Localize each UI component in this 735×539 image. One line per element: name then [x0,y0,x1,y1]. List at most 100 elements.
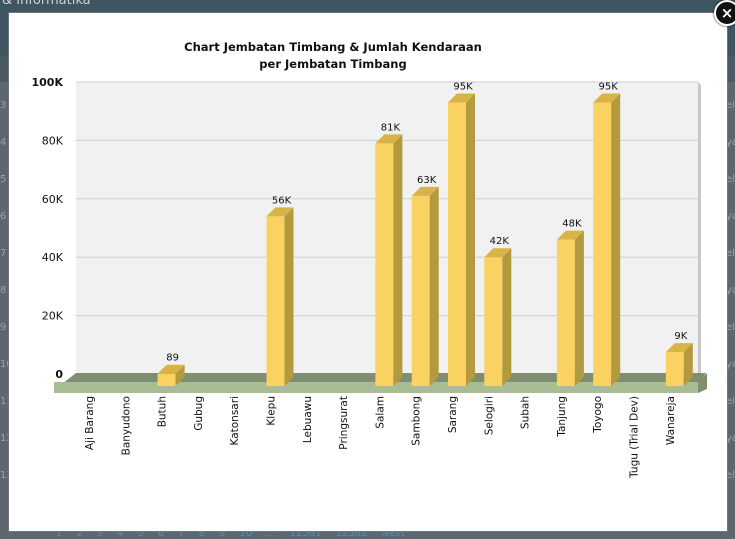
background-left-digit: 10 [0,359,13,370]
background-pager-link: Next [381,528,405,539]
x-tick-label: Gubug [193,396,205,431]
y-tick-label: 0 [55,368,63,381]
data-label: 42K [490,236,510,247]
background-right-text: el [726,174,735,185]
data-label: 56K [272,195,292,206]
plot-right-wall [698,82,701,374]
background-right-text: ya [726,433,735,444]
background-pager-link: 3 [96,528,104,539]
bar [157,373,176,386]
bar-top [157,364,185,374]
background-pager: 1 2 3 4 5 6 7 8 9 10... 12561 12562 Next [56,528,419,539]
bar-side [611,93,621,386]
background-right-text: el [726,100,735,111]
x-tick-label: Tugu (Trial Dev) [629,396,641,479]
bar-side [466,93,475,386]
bar-top [593,93,621,103]
bar [556,239,575,386]
data-label: 9K [674,331,687,342]
bar [593,102,612,386]
background-right-text: ya [726,359,735,370]
background-header-text: & Informatika [2,0,91,8]
background-right-text: ya [726,285,735,296]
bar [448,102,466,386]
chart: Chart Jembatan Timbang & Jumlah Kendaraa… [32,40,707,479]
background-right-column: el ya el ya el ya el ya el ya el [726,100,735,520]
bar-top [665,343,693,353]
background-left-digit: 6 [0,211,7,222]
bar [484,257,503,386]
x-tick-label: Subah [520,396,532,429]
x-tick-label: Sambong [411,396,423,446]
background-pager-link: 7 [178,528,185,539]
data-label: 95K [453,81,473,92]
bar-top [556,230,584,240]
data-label: 89 [166,353,179,364]
background-left-digit: 9 [0,322,7,333]
x-tick-label: Selogiri [483,396,495,435]
close-button[interactable]: × [714,0,735,26]
chart-floor-front [54,382,698,393]
x-tick-label: Klepu [266,396,278,426]
bar-top [448,93,475,103]
background-left-digit: 11 [0,396,13,407]
bar-top [375,134,403,144]
data-label: 63K [417,175,437,186]
bar [665,352,684,386]
x-tick-label: Sarang [447,396,459,433]
background-right-text: el [726,322,735,333]
data-label: 48K [562,219,582,230]
x-tick-label: Toyogo [592,396,604,434]
background-pager-link: 12561 [289,528,322,539]
background-left-digit: 8 [0,285,7,296]
bar [375,143,394,386]
background-pager-link: 6 [157,528,165,539]
background-right-text: el [726,470,735,481]
y-tick-label: 40K [42,251,64,264]
x-tick-label: Tanjung [556,396,568,438]
bar-side [574,230,584,386]
x-tick-label: Banyudono [120,396,132,455]
background-pager-link: 12562 [335,528,368,539]
bar-side [683,343,693,386]
background-pager-link: 4 [117,528,124,539]
background-right-text: el [726,248,735,259]
background-pager-link: 1 [56,528,63,539]
background-right-text: ya [726,211,735,222]
background-right-text: el [726,396,735,407]
data-label: 81K [381,122,401,133]
bar-side [284,207,294,386]
x-tick-label: Katonsari [229,396,241,445]
background-left-digit: 4 [0,137,7,148]
background-pager-link: 8 [198,528,205,539]
background-pager-link: 5 [137,528,144,539]
x-tick-label: Lebuawu [302,396,314,443]
y-tick-label: 80K [42,134,64,147]
y-tick-label: 100K [32,76,64,89]
x-tick-label: Salam [374,396,386,429]
bar-side [429,186,439,386]
bar [411,195,430,386]
background-left-digit: 12 [0,433,13,444]
x-tick-label: Butuh [157,396,169,427]
background-left-digit: 7 [0,248,7,259]
x-tick-label: Wanareja [665,396,677,445]
chart-subtitle: per Jembatan Timbang [259,57,406,71]
chart-title: Chart Jembatan Timbang & Jumlah Kendaraa… [184,40,482,54]
background-left-digit: 5 [0,174,7,185]
background-left-digit: 13 [0,470,13,481]
x-tick-label: Pringsurat [338,396,350,450]
bar [266,216,285,386]
background-left-column: 3 4 5 6 7 8 9 10 11 12 13 [0,100,13,520]
background-left-digit: 3 [0,100,7,111]
data-label: 95K [599,81,619,92]
background-pager-link: 2 [76,528,83,539]
bar-side [175,364,185,386]
chart-modal: Chart Jembatan Timbang & Jumlah Kendaraa… [9,13,727,531]
y-tick-label: 60K [42,193,64,206]
bar-side [393,134,403,386]
background-pager-link: 9 [219,528,226,539]
bar-top [266,207,294,217]
bar-top [484,248,512,258]
background-pager-link: 10 [239,528,253,539]
